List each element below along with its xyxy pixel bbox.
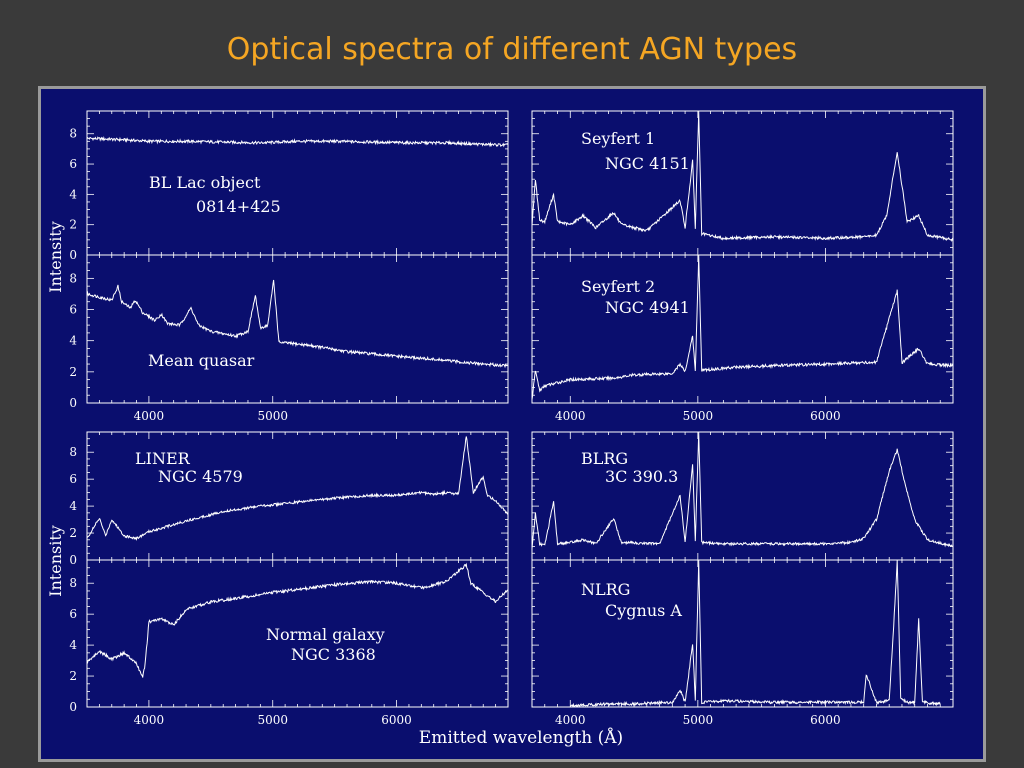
y-tick-label: 2 (69, 669, 77, 683)
spectrum-panel-right-1: Seyfert 1 NGC 4151 (531, 110, 954, 256)
y-tick-label: 2 (69, 365, 77, 379)
x-tick-label: 4000 (134, 409, 165, 423)
spectrum-line (531, 111, 954, 243)
object-label: NGC 4941 (605, 298, 690, 317)
y-tick-label: 6 (69, 472, 77, 486)
spectrum-panel-left-2: 0 2 4 6 8 4000 5000 Mean quasar (69, 254, 509, 423)
spectrum-panel-right-4: 4000 5000 6000 NLRG Cygnus A (531, 559, 954, 727)
object-label: 0814+425 (196, 197, 281, 216)
figure-frame (38, 86, 986, 762)
x-tick-label: 4000 (555, 409, 586, 423)
x-tick-label: 6000 (381, 713, 412, 727)
spectrum-line (86, 562, 509, 678)
y-tick-label: 4 (69, 187, 77, 201)
y-axis-label-top: Intensity (46, 221, 65, 293)
spectra-figure: 0 2 4 6 8 BL Lac object 0814+425 0 2 4 6 8 4000 5000 M… (46, 110, 954, 748)
y-tick-label: 8 (69, 445, 77, 459)
x-tick-label: 6000 (810, 713, 841, 727)
object-label: 3C 390.3 (605, 467, 678, 486)
slide-title: Optical spectra of different AGN types (226, 32, 798, 67)
spectrum-line (86, 279, 508, 369)
panel-frame (531, 254, 954, 404)
spectrum-line (86, 436, 509, 541)
object-label: Seyfert 1 (581, 129, 655, 148)
spectrum-line (531, 254, 954, 400)
y-tick-label: 2 (69, 526, 77, 540)
y-tick-label: 6 (69, 303, 77, 317)
object-label: BLRG (581, 449, 628, 468)
y-tick-label: 6 (69, 157, 77, 171)
y-tick-label: 2 (69, 218, 77, 232)
y-tick-label: 0 (69, 396, 77, 410)
spectrum-line (86, 135, 509, 148)
y-tick-label: 0 (69, 700, 77, 714)
object-label: Normal galaxy (266, 625, 385, 644)
object-label: NGC 4151 (605, 154, 690, 173)
spectra-panels: 0 2 4 6 8 BL Lac object 0814+425 0 2 4 6 8 4000 5000 M… (69, 110, 954, 727)
spectrum-line (570, 559, 941, 708)
y-tick-label: 0 (69, 553, 77, 567)
panel-frame (531, 559, 954, 708)
object-label: NGC 3368 (291, 645, 376, 664)
y-tick-label: 4 (69, 638, 77, 652)
x-tick-label: 4000 (555, 713, 586, 727)
x-tick-label: 4000 (134, 713, 165, 727)
object-label: Mean quasar (148, 351, 255, 370)
spectrum-panel-left-1: 0 2 4 6 8 BL Lac object 0814+425 (69, 110, 509, 262)
y-tick-label: 8 (69, 271, 77, 285)
y-tick-label: 8 (69, 576, 77, 590)
x-tick-label: 5000 (257, 409, 288, 423)
y-tick-label: 0 (69, 248, 77, 262)
object-label: BL Lac object (149, 173, 261, 192)
panel-frame (86, 254, 509, 404)
x-axis-label: Emitted wavelength (Å) (419, 727, 623, 748)
object-label: Cygnus A (605, 601, 682, 620)
x-tick-label: 5000 (257, 713, 288, 727)
y-tick-label: 6 (69, 607, 77, 621)
y-tick-label: 8 (69, 127, 77, 141)
object-label: Seyfert 2 (581, 277, 655, 296)
y-tick-label: 4 (69, 499, 77, 513)
x-tick-label: 6000 (810, 409, 841, 423)
x-tick-label: 5000 (683, 409, 714, 423)
object-label: NGC 4579 (158, 467, 243, 486)
spectrum-panel-right-2: 4000 5000 6000 Seyfert 2 NGC 4941 (531, 254, 954, 423)
x-tick-label: 5000 (683, 713, 714, 727)
object-label: NLRG (581, 580, 630, 599)
y-axis-label-bottom: Intensity (46, 525, 65, 597)
y-tick-label: 4 (69, 334, 77, 348)
object-label: LINER (135, 449, 191, 468)
spectrum-line (531, 432, 954, 549)
